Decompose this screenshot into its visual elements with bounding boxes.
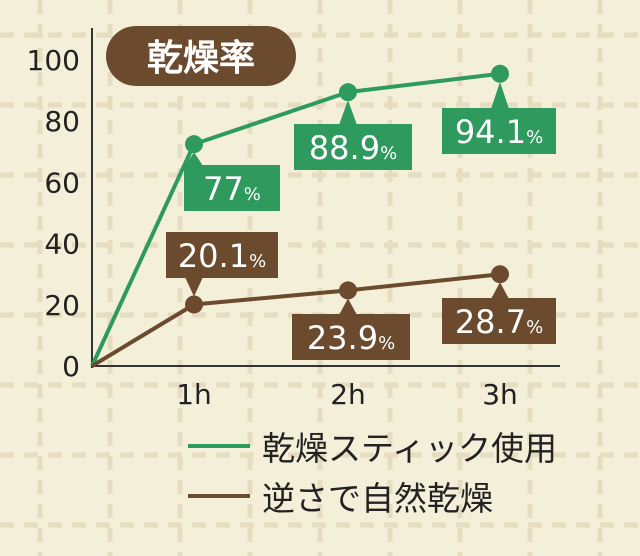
- chart-title-badge: 乾燥率: [106, 26, 296, 86]
- data-label-text: 94.1%: [455, 113, 543, 151]
- series-points: [185, 64, 509, 314]
- data-labels: 77% 88.9% 94.1% 20.1% 23.9% 28.7%: [166, 81, 556, 360]
- data-label-box: [292, 314, 410, 360]
- series-line-0: [90, 71, 501, 367]
- data-label: 88.9%: [294, 100, 412, 170]
- data-point: [339, 281, 357, 300]
- x-tick-label: 1h: [176, 378, 212, 411]
- y-tick-labels: 0 20 40 60 80 100: [27, 44, 80, 383]
- y-tick-label: 40: [44, 228, 80, 261]
- title-badge-bg: [106, 26, 296, 86]
- series-line-1: [90, 272, 501, 368]
- data-point: [185, 135, 203, 154]
- data-point: [491, 64, 509, 83]
- data-label-text: 28.7%: [455, 303, 543, 341]
- legend-entry-stick: 乾燥スティック使用: [188, 429, 557, 468]
- legend-label-stick: 乾燥スティック使用: [262, 429, 557, 468]
- y-tick-label: 20: [44, 289, 80, 322]
- data-label: 20.1%: [166, 232, 278, 297]
- data-label-pointer: [185, 152, 203, 166]
- data-label-pointer: [491, 81, 509, 109]
- chart-title: 乾燥率: [147, 38, 255, 79]
- data-label: 23.9%: [292, 298, 410, 360]
- data-label: 28.7%: [442, 282, 556, 344]
- y-tick-label: 100: [27, 44, 80, 77]
- data-label-pointer: [339, 298, 357, 315]
- legend-label-natural: 逆さで自然乾燥: [262, 479, 493, 518]
- data-label-text: 77%: [203, 170, 261, 208]
- x-tick-label: 2h: [330, 378, 366, 411]
- data-point: [339, 83, 357, 102]
- legend-entry-natural: 逆さで自然乾燥: [188, 479, 493, 518]
- data-label-pointer: [185, 277, 203, 297]
- data-label-box: [184, 165, 280, 211]
- series-lines: [90, 71, 501, 368]
- data-label: 94.1%: [442, 81, 556, 154]
- data-label-box: [294, 124, 412, 170]
- data-label-box: [442, 298, 556, 344]
- data-label-box: [166, 232, 278, 278]
- data-label-pointer: [339, 100, 357, 125]
- data-label: 77%: [184, 152, 280, 211]
- x-tick-labels: 1h 2h 3h: [176, 378, 518, 411]
- axes: [91, 28, 560, 368]
- data-label-box: [442, 108, 556, 154]
- y-tick-label: 0: [62, 350, 80, 383]
- data-point: [185, 295, 203, 314]
- data-label-text: 23.9%: [307, 319, 395, 357]
- x-tick-label: 3h: [482, 378, 518, 411]
- data-label-text: 88.9%: [309, 129, 397, 167]
- data-label-pointer: [491, 282, 509, 299]
- data-label-text: 20.1%: [178, 237, 266, 275]
- legend: 乾燥スティック使用 逆さで自然乾燥: [188, 429, 557, 518]
- y-tick-label: 60: [44, 166, 80, 199]
- data-point: [491, 265, 509, 284]
- y-tick-label: 80: [44, 105, 80, 138]
